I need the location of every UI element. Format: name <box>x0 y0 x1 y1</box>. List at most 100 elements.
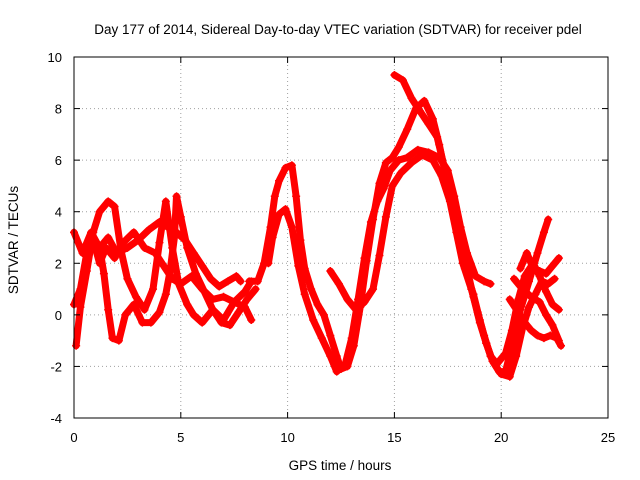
data-point-marker <box>215 282 224 291</box>
data-point-marker <box>114 336 123 345</box>
data-point-marker <box>514 308 523 317</box>
data-point-marker <box>341 359 350 368</box>
data-point-marker <box>507 326 516 335</box>
data-point-marker <box>300 290 309 299</box>
data-point-marker <box>326 331 335 340</box>
data-point-marker <box>326 267 335 276</box>
data-point-marker <box>351 305 360 314</box>
data-point-marker <box>522 248 531 257</box>
data-point-marker <box>264 259 273 268</box>
series-track-8 <box>326 150 563 368</box>
series-track-11 <box>516 248 563 278</box>
data-point-marker <box>403 153 412 162</box>
data-point-marker <box>501 349 510 358</box>
data-point-marker <box>245 277 254 286</box>
data-point-marker <box>183 243 192 252</box>
data-point-marker <box>516 264 525 273</box>
data-point-marker <box>512 352 521 361</box>
data-point-marker <box>95 207 104 216</box>
data-point-marker <box>129 228 138 237</box>
data-point-marker <box>418 150 427 159</box>
data-point-marker <box>535 267 544 276</box>
data-point-marker <box>539 228 548 237</box>
data-point-marker <box>360 297 369 306</box>
data-point-marker <box>398 76 407 85</box>
data-point-marker <box>198 261 207 270</box>
data-point-marker <box>240 287 249 296</box>
data-point-marker <box>281 163 290 172</box>
data-point-marker <box>554 336 563 345</box>
data-point-marker <box>219 292 228 301</box>
data-point-marker <box>505 295 514 304</box>
data-point-marker <box>539 334 548 343</box>
data-point-marker <box>369 285 378 294</box>
data-point-marker <box>253 277 262 286</box>
data-point-marker <box>123 274 132 283</box>
data-point-marker <box>174 279 183 288</box>
data-point-marker <box>505 372 514 381</box>
data-point-marker <box>72 341 81 350</box>
data-point-marker <box>319 310 328 319</box>
data-point-marker <box>520 272 529 281</box>
data-point-marker <box>480 277 489 286</box>
data-point-marker <box>247 316 256 325</box>
data-point-marker <box>140 305 149 314</box>
data-point-marker <box>313 300 322 309</box>
data-point-marker <box>542 269 551 278</box>
data-point-marker <box>146 318 155 327</box>
data-point-marker <box>428 114 437 123</box>
data-point-marker <box>533 248 542 257</box>
data-point-marker <box>520 318 529 327</box>
x-tick-label: 20 <box>494 430 508 445</box>
data-point-marker <box>407 94 416 103</box>
data-point-marker <box>386 166 395 175</box>
data-point-marker <box>548 261 557 270</box>
data-point-marker <box>223 277 232 286</box>
data-point-marker <box>492 359 501 368</box>
data-point-marker <box>366 218 375 227</box>
data-point-marker <box>394 156 403 165</box>
data-point-marker <box>206 274 215 283</box>
data-point-marker <box>424 120 433 129</box>
data-point-marker <box>138 318 147 327</box>
data-point-marker <box>347 334 356 343</box>
data-point-marker <box>529 264 538 273</box>
data-point-marker <box>497 370 506 379</box>
data-point-marker <box>471 272 480 281</box>
data-point-marker <box>281 205 290 214</box>
x-tick-label: 25 <box>601 430 615 445</box>
y-tick-label: 0 <box>55 308 62 323</box>
data-point-marker <box>123 243 132 252</box>
data-point-marker <box>121 310 130 319</box>
x-tick-label: 15 <box>387 430 401 445</box>
data-point-marker <box>287 161 296 170</box>
series-track-10 <box>510 274 563 345</box>
data-point-marker <box>104 305 113 314</box>
data-point-marker <box>548 300 557 309</box>
data-point-marker <box>467 285 476 294</box>
data-point-marker <box>95 243 104 252</box>
plot-frame <box>73 56 609 419</box>
y-tick-label: 4 <box>55 205 62 220</box>
data-point-marker <box>176 212 185 221</box>
data-point-marker <box>287 223 296 232</box>
data-point-marker <box>403 125 412 134</box>
data-point-marker <box>480 331 489 340</box>
data-point-marker <box>104 233 113 242</box>
data-series-group <box>70 71 566 381</box>
data-point-marker <box>533 331 542 340</box>
data-point-marker <box>307 285 316 294</box>
data-point-marker <box>373 197 382 206</box>
x-tick-label: 0 <box>70 430 77 445</box>
data-point-marker <box>243 295 252 304</box>
data-point-marker <box>251 285 260 294</box>
y-tick-label: -2 <box>50 359 62 374</box>
data-point-marker <box>379 184 388 193</box>
data-point-marker <box>445 197 454 206</box>
data-point-marker <box>129 300 138 309</box>
x-tick-label: 10 <box>280 430 294 445</box>
data-point-marker <box>230 297 239 306</box>
data-point-marker <box>189 310 198 319</box>
data-point-marker <box>524 303 533 312</box>
data-point-marker <box>200 287 209 296</box>
